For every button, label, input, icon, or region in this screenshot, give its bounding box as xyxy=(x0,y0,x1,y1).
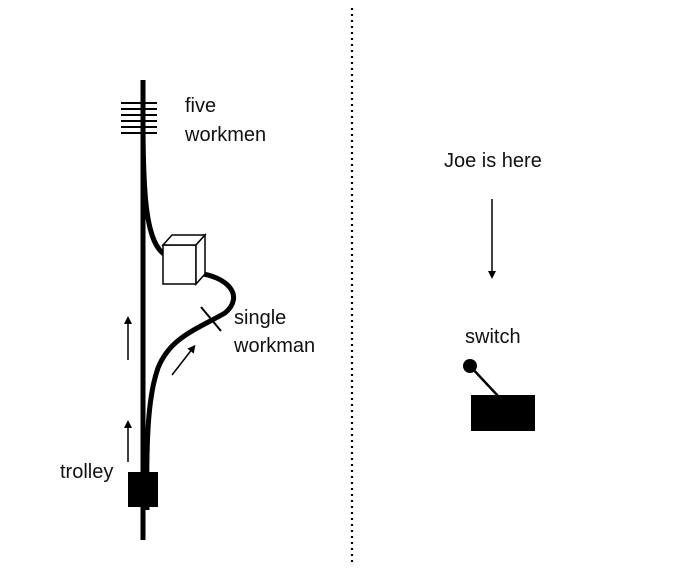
five-workmen-icon xyxy=(121,102,157,134)
single-workman-label-line2: workman xyxy=(233,335,315,357)
junction-box-icon xyxy=(161,233,207,286)
switch-icon xyxy=(463,359,535,431)
five-workmen-label-line1: five xyxy=(185,95,216,117)
upper-branch-track xyxy=(140,117,170,259)
five-workmen-label-line2: workmen xyxy=(184,124,266,146)
direction-arrow-side xyxy=(171,344,196,376)
trolley-label: trolley xyxy=(60,461,113,483)
trolley-icon xyxy=(128,472,158,507)
single-workman-icon xyxy=(200,306,222,332)
side-track xyxy=(144,270,237,511)
five-workmen-label: five workmen xyxy=(184,95,266,146)
joe-label: Joe is here xyxy=(444,150,542,172)
single-workman-label-line1: single xyxy=(234,307,286,329)
single-workman-label: single workman xyxy=(233,307,315,357)
switch-label: switch xyxy=(465,326,521,348)
